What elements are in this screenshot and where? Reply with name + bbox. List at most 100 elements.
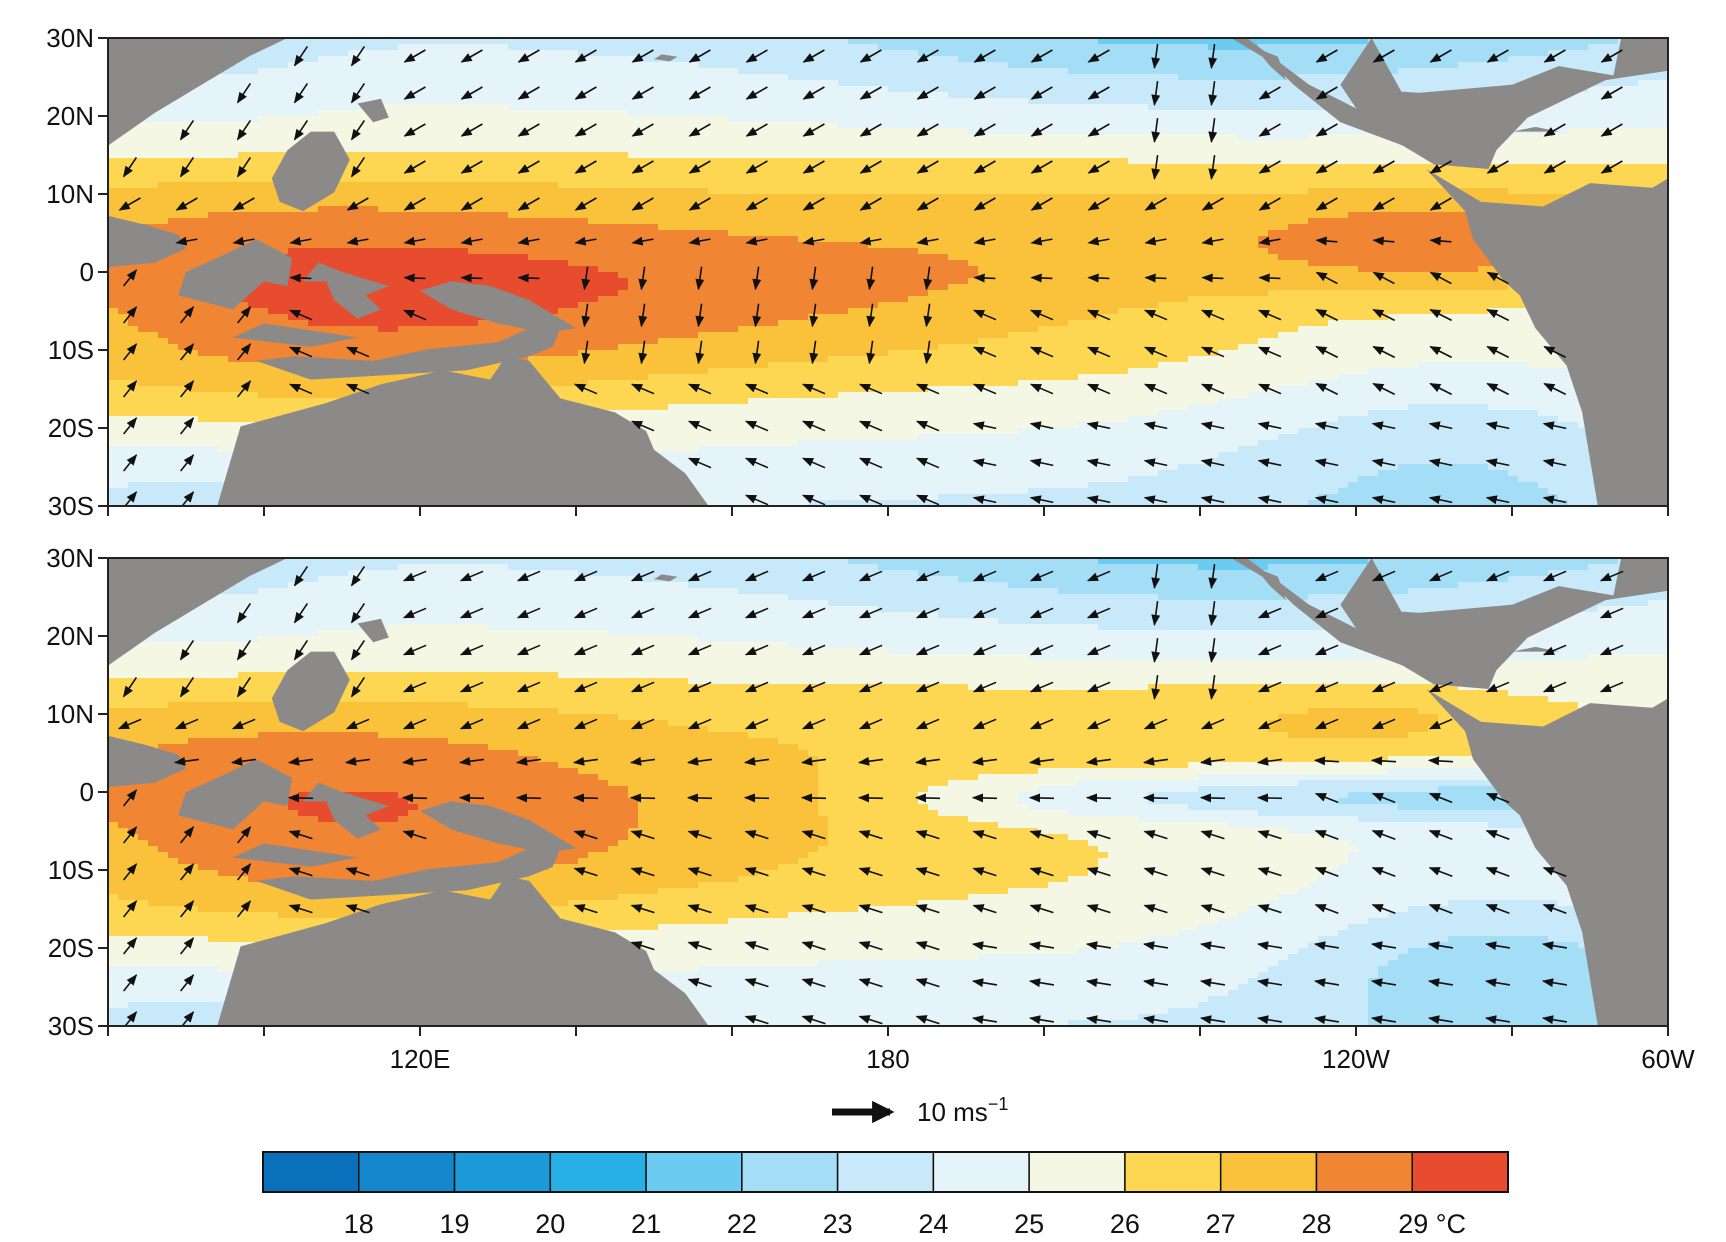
- wind-arrow: [1371, 570, 1396, 582]
- wind-arrow: [573, 867, 598, 877]
- wind-arrow: [973, 160, 996, 174]
- wind-arrow: [743, 793, 770, 803]
- wind-arrow: [1315, 345, 1339, 359]
- lat-label: 0: [80, 777, 94, 807]
- wind-arrow: [973, 197, 996, 211]
- wind-arrow: [1484, 978, 1511, 988]
- colorbar-swatch: [1028, 1151, 1126, 1193]
- wind-arrow: [802, 160, 825, 174]
- wind-arrow: [1143, 309, 1168, 321]
- wind-arrow: [179, 380, 195, 398]
- wind-arrow: [1372, 345, 1396, 359]
- wind-arrow: [289, 236, 312, 246]
- wind-arrow: [1428, 570, 1453, 582]
- wind-arrow: [122, 826, 138, 844]
- wind-arrow: [179, 119, 195, 141]
- wind-arrow: [744, 830, 769, 840]
- wind-arrow: [858, 681, 883, 693]
- wind-arrow: [745, 49, 768, 63]
- wind-arrow: [122, 156, 138, 178]
- wind-arrow: [1428, 681, 1453, 693]
- wind-arrow: [972, 458, 997, 468]
- wind-arrow: [573, 383, 598, 395]
- wind-arrow: [1257, 681, 1282, 693]
- wind-arrow: [516, 570, 541, 582]
- wind-arrow: [1484, 1015, 1511, 1025]
- wind-arrow: [1029, 495, 1054, 505]
- wind-arrow: [631, 197, 654, 211]
- wind-arrow: [350, 565, 366, 587]
- wind-arrow: [915, 383, 940, 395]
- wind-arrow: [1256, 756, 1283, 766]
- wind-arrow: [744, 457, 769, 469]
- wind-arrow: [1257, 718, 1282, 730]
- wind-arrow: [236, 900, 252, 918]
- wind-arrow: [744, 718, 769, 730]
- wind-arrow: [236, 306, 252, 324]
- wind-arrow: [744, 941, 769, 951]
- wind-arrow: [288, 830, 313, 840]
- wind-arrow: [1485, 830, 1510, 840]
- wind-arrow: [1086, 867, 1111, 877]
- wind-arrow: [1200, 718, 1225, 730]
- wind-arrow: [516, 681, 541, 693]
- wind-arrow: [630, 941, 655, 951]
- wind-arrow: [1371, 830, 1396, 840]
- wind-arrow: [745, 86, 768, 100]
- wind-arrow: [1257, 495, 1282, 505]
- wind-arrow: [1086, 718, 1111, 730]
- wind-arrow: [915, 607, 940, 619]
- wind-arrow: [1086, 458, 1111, 468]
- wind-arrow: [1029, 644, 1054, 656]
- wind-arrow: [1208, 637, 1218, 664]
- wind-arrow: [916, 160, 939, 174]
- wind-arrow: [688, 197, 711, 211]
- wind-arrow: [346, 236, 369, 246]
- wind-arrow: [345, 383, 370, 395]
- wind-arrow: [1142, 793, 1169, 803]
- wind-arrow: [122, 269, 138, 287]
- landmass-10: [1168, 558, 1668, 689]
- wind-arrow: [915, 420, 940, 432]
- wind-arrow: [236, 826, 252, 844]
- wind-arrow: [1599, 570, 1624, 582]
- wind-arrow: [1151, 43, 1161, 70]
- wind-arrow: [350, 82, 366, 104]
- lon-label: 120W: [1322, 1044, 1390, 1074]
- wind-arrow: [866, 340, 876, 365]
- lat-label: 20S: [48, 413, 94, 443]
- wind-arrow: [809, 303, 819, 328]
- wind-arrow: [1257, 421, 1282, 431]
- wind-vector-key: 10 ms−1: [832, 1094, 1008, 1127]
- wind-arrow: [1144, 273, 1167, 283]
- wind-arrow: [1371, 867, 1396, 877]
- wind-arrow: [801, 904, 826, 914]
- wind-arrow: [745, 197, 768, 211]
- wind-arrow: [1028, 756, 1055, 766]
- wind-arrow: [287, 756, 314, 766]
- lat-label: 30N: [46, 23, 94, 53]
- wind-arrow: [122, 306, 138, 324]
- wind-arrow: [752, 340, 762, 365]
- wind-arrow: [293, 82, 309, 104]
- wind-arrow: [117, 718, 142, 730]
- colorbar-swatch: [262, 1151, 360, 1193]
- wind-arrow: [574, 49, 597, 63]
- wind-arrow: [459, 644, 484, 656]
- wind-arrow: [1029, 718, 1054, 730]
- wind-arrow: [686, 793, 713, 803]
- wind-arrow: [1257, 830, 1282, 840]
- wind-arrow: [403, 160, 426, 174]
- wind-arrow: [1313, 978, 1340, 988]
- wind-arrow: [1144, 197, 1167, 211]
- wind-arrow: [460, 49, 483, 63]
- wind-arrow: [179, 454, 195, 472]
- wind-arrow: [179, 826, 195, 844]
- wind-arrow: [581, 266, 591, 291]
- wind-arrow: [1370, 941, 1397, 951]
- wind-arrow: [1427, 756, 1454, 766]
- wind-arrow: [1429, 271, 1452, 285]
- wind-arrow: [972, 904, 997, 914]
- landmass-7: [420, 801, 576, 853]
- wind-arrow: [1208, 117, 1218, 144]
